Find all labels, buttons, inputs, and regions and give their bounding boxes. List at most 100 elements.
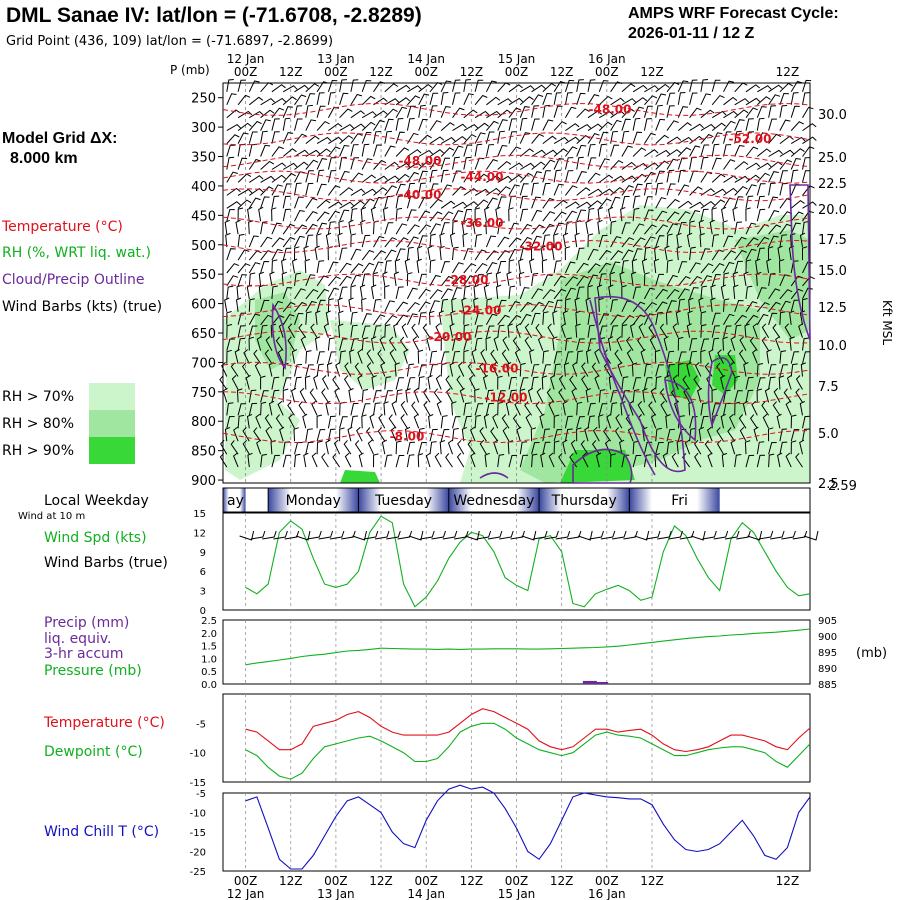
wind-barb: [519, 208, 528, 222]
wind-barb: [271, 146, 284, 157]
wind-barb: [389, 349, 397, 364]
bottom-time-tick: 00Z: [505, 874, 529, 888]
wind-barb: [490, 349, 499, 364]
wind-barb: [619, 439, 625, 455]
wind-barb: [643, 132, 656, 144]
wind-barb: [452, 201, 467, 209]
temperature-contour-label: -32.00: [520, 240, 563, 254]
wind-barb: [479, 427, 487, 442]
windchill-panel: -25-20-15-10-5: [190, 784, 811, 878]
wind-barb: [745, 314, 759, 326]
wind-barb: [666, 136, 682, 145]
wind-barb: [610, 110, 625, 119]
wind-barb: [406, 441, 416, 455]
wind-barb: [700, 275, 713, 287]
wind-barb: [440, 362, 447, 377]
wind-barb: [350, 338, 359, 351]
wind-barb: [709, 219, 715, 235]
wind-barb: [450, 310, 456, 325]
wind-barb: [235, 297, 242, 312]
dewpoint-line: [245, 722, 811, 780]
wind-barb: [429, 300, 440, 312]
wind-barb: [745, 84, 761, 93]
precip-tick: 1.5: [201, 642, 217, 653]
wind-barb: [497, 314, 510, 326]
wind-barb: [418, 312, 426, 325]
wind-barb: [339, 108, 353, 119]
wind-barb: [305, 300, 317, 313]
wind-barb: [277, 400, 284, 416]
rh90-swatch: [89, 437, 135, 464]
wind-barb: [497, 249, 510, 261]
top-time-tick: 12Z: [640, 65, 664, 79]
pressure-tick-label: 350: [191, 151, 216, 166]
wind-barb: [304, 375, 311, 390]
wind-barb: [371, 336, 377, 351]
wind-barb: [655, 442, 664, 455]
cloud-outline: [589, 299, 656, 476]
wind-barb: [798, 323, 804, 338]
wind-barb: [576, 416, 585, 429]
wind-barb: [418, 210, 431, 222]
wind-barb: [734, 375, 741, 390]
wind-barb: [689, 123, 704, 132]
pressure-tick-label: 450: [191, 209, 216, 224]
wind-barb: [226, 156, 235, 170]
wind-barb: [551, 245, 558, 261]
wind-barb: [710, 297, 716, 312]
wind-speed-tick: 0: [200, 606, 206, 617]
wind-barb: [768, 105, 777, 118]
wind-barb: [632, 314, 646, 326]
bottom-time-tick: 00Z: [595, 874, 619, 888]
wind-barb: [237, 207, 244, 222]
wind-barb: [298, 323, 307, 338]
wind-barb: [232, 452, 239, 468]
bottom-time-tick: 12Z: [640, 874, 664, 888]
wind-barb: [350, 188, 366, 196]
wind-barb: [231, 375, 239, 390]
wind-barb: [779, 234, 788, 248]
weekday-segment: [358, 488, 449, 512]
wind-barb: [711, 79, 721, 92]
wind-barb: [598, 325, 608, 338]
wind-barb: [614, 349, 623, 364]
wind-barb: [343, 440, 352, 455]
wind-barb: [338, 323, 344, 338]
wind-barb: [520, 85, 535, 93]
wind-barb: [700, 144, 710, 157]
wind-barb: [418, 118, 428, 131]
wind-barb: [361, 158, 373, 170]
wind-barb: [711, 132, 723, 144]
wind-barb: [418, 93, 430, 106]
wind-barb: [332, 453, 341, 468]
wind-barb: [393, 271, 400, 286]
wind-barb: [755, 258, 761, 274]
wind-barb: [249, 175, 264, 183]
wind-barb: [440, 147, 455, 157]
wind-barb: [291, 258, 298, 274]
wind-barb: [502, 426, 510, 442]
wind-barb: [463, 123, 479, 132]
weekday-bar: ay Monday Tuesday Wednesday Thursday Fri: [222, 487, 811, 513]
wind-barb: [452, 92, 461, 105]
wind-barb: [677, 122, 692, 131]
wind-barb: [519, 132, 531, 144]
wind-barb: [230, 440, 239, 455]
wind-barb: [463, 209, 472, 222]
wind-barb: [704, 440, 713, 455]
wind-barb: [366, 362, 374, 377]
wind-barb: [576, 286, 585, 300]
wind-barb: [361, 79, 372, 92]
top-time-tick: 12Z: [550, 65, 574, 79]
wind-barb: [720, 374, 726, 390]
wind-barb: [610, 175, 625, 183]
wind-barb: [730, 439, 736, 455]
wind-barb: [294, 442, 303, 455]
wind-barb: [327, 210, 340, 222]
wind-barb: [734, 260, 743, 274]
surface-wind-barb: [724, 530, 740, 540]
wind-barb: [366, 427, 374, 442]
wind-barb: [610, 131, 618, 144]
wind-speed-tick: 12: [193, 528, 206, 539]
